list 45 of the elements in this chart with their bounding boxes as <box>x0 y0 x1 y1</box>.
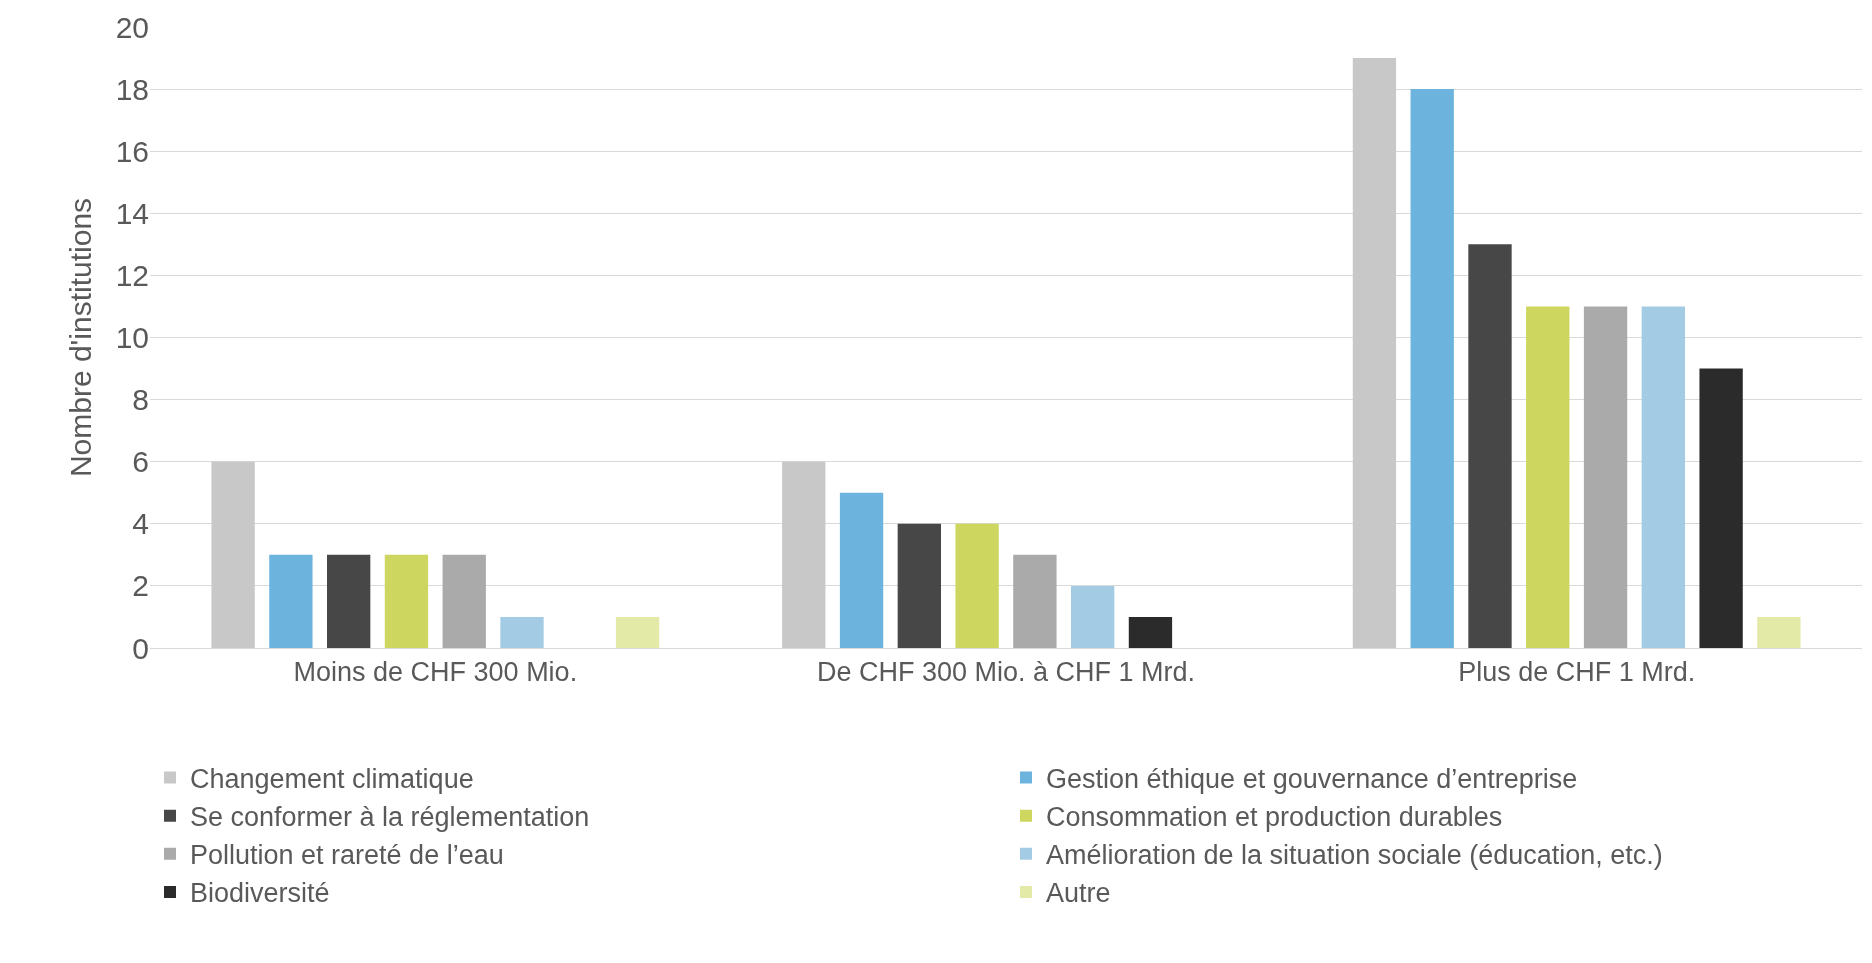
bar <box>1352 58 1397 648</box>
bar <box>782 461 826 648</box>
bar <box>955 523 999 648</box>
y-tick-label: 2 <box>132 569 149 603</box>
bar <box>269 554 313 648</box>
bar <box>1071 585 1115 648</box>
legend-label: Amélioration de la situation sociale (éducation, etc.) <box>1046 840 1663 871</box>
x-tick-label: Plus de CHF 1 Mrd. <box>1458 657 1696 688</box>
bar <box>1410 89 1454 648</box>
y-tick-label: 0 <box>132 631 149 665</box>
legend-label: Se conformer à la réglementation <box>190 802 590 833</box>
bar <box>500 616 544 648</box>
y-tick-label: 16 <box>115 134 149 168</box>
y-tick-label: 14 <box>115 196 149 230</box>
bar <box>615 616 660 648</box>
legend-label: Gestion éthique et gouvernance d’entreprise <box>1046 764 1578 795</box>
bar <box>1128 616 1173 648</box>
y-axis-title: Nombre d'institutions <box>63 197 97 478</box>
y-tick-label: 8 <box>132 383 149 417</box>
bar <box>211 461 255 648</box>
bar <box>327 554 371 648</box>
legend-label: Biodiversité <box>190 878 330 909</box>
y-tick-label: 18 <box>115 72 149 106</box>
bar <box>1468 244 1512 648</box>
y-tick-label: 6 <box>132 445 149 479</box>
y-tick-label: 10 <box>115 321 149 354</box>
y-tick-label: 20 <box>115 10 149 44</box>
bar <box>1013 554 1057 648</box>
bar <box>1757 616 1801 648</box>
legend-label: Pollution et rareté de l’eau <box>190 840 504 871</box>
bar <box>839 492 884 648</box>
x-tick-label: Moins de CHF 300 Mio. <box>293 657 578 688</box>
bar <box>1526 306 1570 648</box>
bar <box>897 523 941 648</box>
bar <box>384 554 429 648</box>
bar <box>442 554 486 648</box>
legend-label: Changement climatique <box>190 764 474 795</box>
legend-label: Autre <box>1046 878 1111 909</box>
bar <box>1641 306 1685 648</box>
bar <box>1583 306 1628 648</box>
y-tick-label: 4 <box>132 507 149 541</box>
bar <box>1699 368 1743 648</box>
y-tick-label: 12 <box>115 258 149 292</box>
x-tick-label: De CHF 300 Mio. à CHF 1 Mrd. <box>816 657 1196 688</box>
legend-label: Consommation et production durables <box>1046 802 1503 833</box>
